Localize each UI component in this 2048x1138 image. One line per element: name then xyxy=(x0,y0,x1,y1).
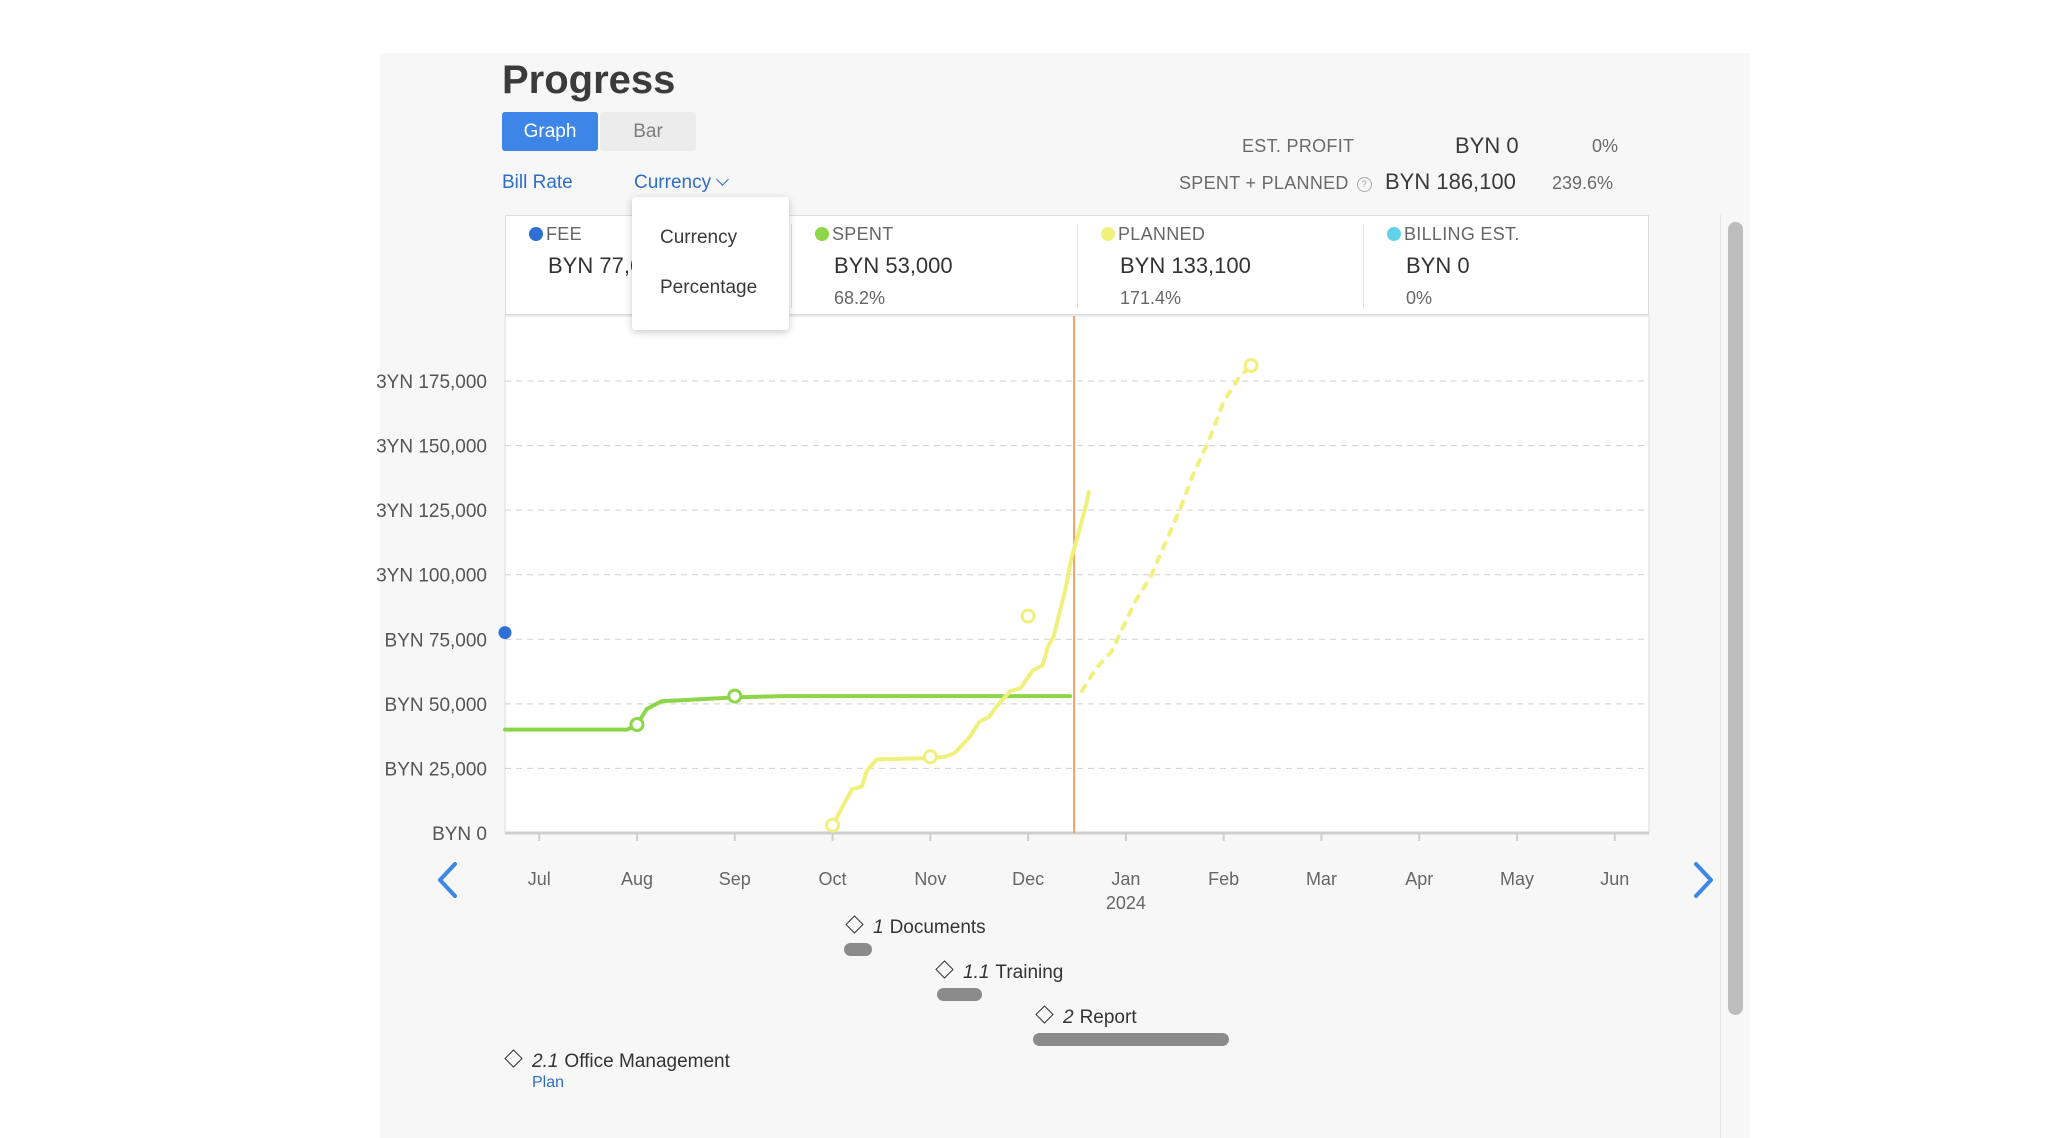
data-point-marker xyxy=(825,817,841,833)
series-line-planned-forecast xyxy=(1079,363,1254,693)
est-profit-label: EST. PROFIT xyxy=(1242,136,1355,156)
scrollbar-thumb[interactable] xyxy=(1728,222,1743,1015)
metric-divider xyxy=(1363,224,1364,308)
diamond-icon xyxy=(1035,1005,1054,1024)
spent-planned-percent: 239.6% xyxy=(1552,173,1614,193)
data-point-marker xyxy=(1020,608,1036,624)
plan-link[interactable]: Plan xyxy=(532,1074,565,1091)
milestone-training[interactable]: 1.1 Training xyxy=(935,960,1063,984)
chevron-left-icon[interactable] xyxy=(430,860,470,900)
spent-planned-label: SPENT + PLANNED? xyxy=(1179,173,1372,194)
data-point-marker xyxy=(727,688,743,704)
metric-fee-value: BYN 77,6 xyxy=(548,253,643,278)
metric-spent-value: BYN 53,000 xyxy=(834,253,953,278)
metric-billing-value: BYN 0 xyxy=(1406,253,1470,278)
y-tick-label: BYN 75,000 xyxy=(385,630,487,651)
metric-spent-percent: 68.2% xyxy=(834,288,886,308)
y-tick-label: BYN 25,000 xyxy=(385,759,487,780)
metric-planned-label: PLANNED xyxy=(1118,224,1206,244)
milestone-bar[interactable] xyxy=(1033,1033,1229,1046)
chevron-right-icon[interactable] xyxy=(1681,860,1721,900)
fee-legend-dot xyxy=(529,227,543,241)
x-tick-label: Feb xyxy=(1208,869,1239,889)
metric-spent-label: SPENT xyxy=(832,224,894,244)
metric-billing-label: BILLING EST. xyxy=(1404,224,1520,244)
x-tick-label: Mar xyxy=(1306,869,1337,889)
milestone-office-management[interactable]: 2.1 Office Management xyxy=(504,1049,730,1073)
x-tick-label: May xyxy=(1500,869,1534,889)
y-tick-label: 3YN 150,000 xyxy=(376,437,487,458)
x-tick-label: Apr xyxy=(1405,869,1433,889)
x-tick-label: Jul xyxy=(528,869,551,889)
data-point-marker xyxy=(629,717,645,733)
diamond-icon xyxy=(845,915,864,934)
currency-dropdown-menu: Currency Percentage xyxy=(632,197,789,330)
currency-label: Currency xyxy=(634,172,712,193)
x-tick-label: Jun xyxy=(1600,869,1629,889)
x-tick-label: Nov xyxy=(914,869,946,889)
billing-legend-dot xyxy=(1387,227,1401,241)
est-profit-percent: 0% xyxy=(1592,136,1619,156)
y-tick-label: 3YN 175,000 xyxy=(376,372,487,393)
help-icon[interactable]: ? xyxy=(1356,177,1372,192)
y-tick-label: 3YN 125,000 xyxy=(376,501,487,522)
metric-fee-label: FEE xyxy=(546,224,582,244)
fee-data-point xyxy=(498,626,512,640)
x-tick-label: Jan xyxy=(1111,869,1140,889)
page-title: Progress xyxy=(502,58,676,102)
data-point-marker xyxy=(1243,358,1259,374)
x-year-label: 2024 xyxy=(1106,893,1146,913)
dropdown-option-currency[interactable]: Currency xyxy=(660,227,738,248)
milestone-bar[interactable] xyxy=(937,988,982,1001)
milestone-documents[interactable]: 1 Documents xyxy=(845,915,986,939)
planned-legend-dot xyxy=(1101,227,1115,241)
metric-planned-percent: 171.4% xyxy=(1120,288,1182,308)
series-line-planned xyxy=(830,490,1091,828)
y-tick-label: 3YN 100,000 xyxy=(376,566,487,587)
metric-planned-value: BYN 133,100 xyxy=(1120,253,1251,278)
scroll-divider xyxy=(1720,215,1721,1138)
graph-tab[interactable]: Graph xyxy=(502,112,598,151)
x-tick-label: Dec xyxy=(1012,869,1044,889)
dropdown-option-percentage[interactable]: Percentage xyxy=(660,277,758,298)
milestone-report[interactable]: 2 Report xyxy=(1035,1005,1137,1029)
x-tick-label: Sep xyxy=(719,869,751,889)
bill-rate-link[interactable]: Bill Rate xyxy=(502,172,573,193)
metric-divider xyxy=(791,224,792,308)
spent-legend-dot xyxy=(815,227,829,241)
spent-planned-value: BYN 186,100 xyxy=(1385,169,1516,194)
milestone-bar[interactable] xyxy=(844,943,872,956)
est-profit-value: BYN 0 xyxy=(1455,133,1519,158)
bar-tab[interactable]: Bar xyxy=(600,112,696,151)
diamond-icon xyxy=(504,1049,523,1068)
metric-divider xyxy=(1077,224,1078,308)
y-tick-label: BYN 0 xyxy=(432,824,487,845)
y-tick-label: BYN 50,000 xyxy=(385,695,487,716)
currency-dropdown-toggle[interactable]: Currency xyxy=(634,172,729,194)
x-tick-label: Aug xyxy=(621,869,653,889)
x-tick-label: Oct xyxy=(819,869,847,889)
data-point-marker xyxy=(922,749,938,765)
series-line-spent xyxy=(503,694,1073,732)
metric-billing-percent: 0% xyxy=(1406,288,1433,308)
diamond-icon xyxy=(935,960,954,979)
